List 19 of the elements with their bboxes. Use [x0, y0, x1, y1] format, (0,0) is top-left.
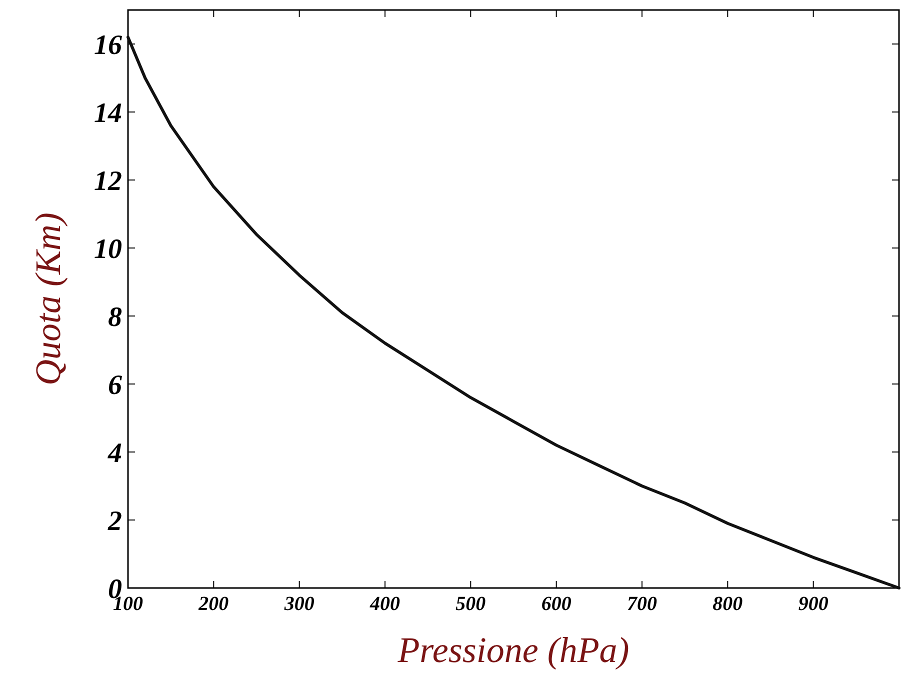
x-tick-label: 700 [627, 593, 657, 615]
x-axis-title: Pressione (hPa) [396, 630, 630, 670]
x-tick-label: 900 [798, 593, 828, 615]
y-tick-label: 10 [94, 234, 122, 265]
y-tick-label: 12 [94, 166, 122, 197]
x-tick-label: 800 [712, 593, 743, 615]
y-axis-title: Quota (Km) [28, 212, 68, 386]
x-tick-label: 300 [283, 593, 314, 615]
x-tick-label: 200 [198, 593, 229, 615]
x-tick-label: 500 [456, 593, 486, 615]
y-tick-label: 2 [107, 506, 122, 537]
y-tick-label: 14 [94, 98, 122, 129]
y-tick-label: 4 [107, 438, 122, 469]
line-series [126, 36, 900, 590]
y-tick-label: 6 [108, 370, 122, 401]
x-tick-label: 600 [541, 593, 572, 615]
y-tick-label: 16 [94, 30, 122, 61]
y-tick-label: 8 [108, 302, 122, 333]
x-tick-label: 400 [369, 593, 400, 615]
